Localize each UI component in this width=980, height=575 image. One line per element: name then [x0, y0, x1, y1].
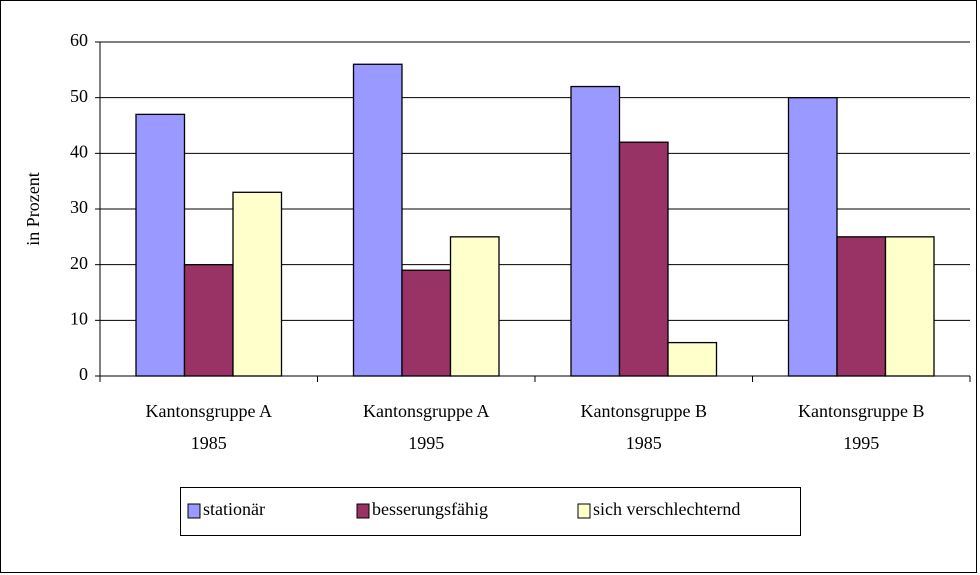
- legend-label: stationär: [203, 499, 265, 519]
- x-tick-label: Kantonsgruppe A: [363, 401, 489, 421]
- bar: [232, 191, 283, 377]
- y-tick-label: 0: [79, 364, 88, 384]
- legend-label: besserungsfähig: [372, 499, 488, 519]
- y-tick-label: 30: [70, 197, 88, 217]
- bar: [618, 141, 669, 377]
- legend-label: sich verschlechternd: [593, 499, 740, 519]
- x-tick-label: 1985: [191, 433, 227, 453]
- y-tick-label: 60: [70, 30, 88, 50]
- x-tick-label: 1995: [843, 433, 879, 453]
- bar: [570, 85, 621, 377]
- y-tick-label: 50: [70, 86, 88, 106]
- bar: [836, 236, 887, 377]
- legend-swatch: [356, 503, 370, 519]
- y-tick-label: 20: [70, 253, 88, 273]
- legend-box: [180, 487, 801, 536]
- bar: [667, 341, 718, 377]
- legend-swatch: [187, 503, 201, 519]
- bar: [183, 264, 234, 377]
- y-tick-label: 40: [70, 141, 88, 161]
- bar: [135, 113, 186, 377]
- bar: [449, 236, 500, 377]
- x-tick-label: 1995: [408, 433, 444, 453]
- bar: [352, 63, 403, 377]
- x-tick-label: Kantonsgruppe B: [798, 401, 924, 421]
- legend-swatch: [577, 503, 591, 519]
- bar: [401, 269, 452, 377]
- bar: [884, 236, 935, 377]
- x-tick-label: 1985: [626, 433, 662, 453]
- bar: [787, 97, 838, 377]
- y-axis-label: in Prozent: [23, 172, 43, 246]
- x-tick-label: Kantonsgruppe A: [146, 401, 272, 421]
- y-tick-label: 10: [70, 308, 88, 328]
- x-tick-label: Kantonsgruppe B: [581, 401, 707, 421]
